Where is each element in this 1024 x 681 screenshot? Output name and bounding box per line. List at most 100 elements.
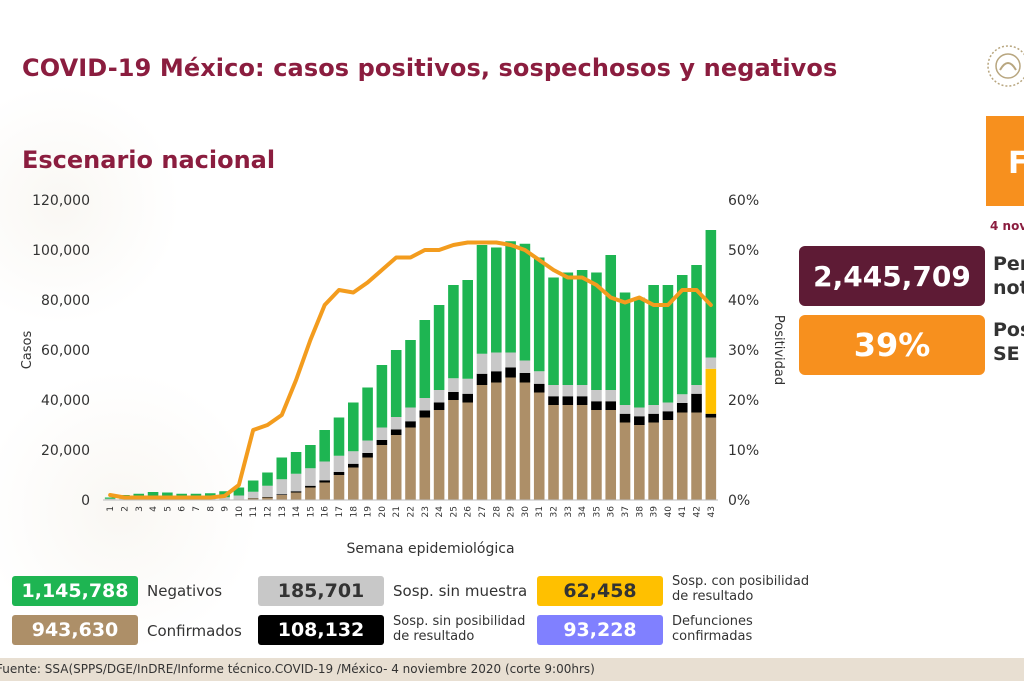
y-tick-label: 60,000 bbox=[41, 343, 90, 359]
x-tick-label: 29 bbox=[507, 506, 517, 518]
bar-segment bbox=[104, 498, 116, 500]
bar-segment bbox=[533, 383, 545, 393]
x-tick-label: 18 bbox=[349, 506, 359, 518]
bar-segment bbox=[376, 365, 388, 428]
page-subtitle: Escenario nacional bbox=[22, 146, 276, 174]
bar-segment bbox=[333, 455, 345, 472]
bar-segment bbox=[548, 396, 559, 405]
y-tick-label: 40,000 bbox=[41, 393, 90, 409]
x-tick-label: 36 bbox=[607, 506, 617, 518]
bar-segment bbox=[619, 405, 631, 414]
x-tick-label: 1 bbox=[106, 506, 116, 512]
bar-segment bbox=[705, 368, 717, 414]
legend-sosp-sin-posibilidad-line2: de resultado bbox=[393, 629, 475, 644]
bar-segment bbox=[405, 427, 416, 500]
bar-segment bbox=[162, 492, 173, 497]
bar-segment bbox=[705, 230, 717, 358]
bar-segment bbox=[319, 461, 330, 481]
bar-segment bbox=[247, 480, 259, 492]
x-tick-label: 16 bbox=[321, 506, 331, 518]
legend-sosp-con-posibilidad-value: 62,458 bbox=[563, 580, 637, 602]
x-tick-label: 43 bbox=[707, 506, 717, 517]
bar-segment bbox=[405, 340, 416, 408]
bar-segment bbox=[233, 487, 245, 496]
bar-segment bbox=[262, 485, 273, 497]
bar-segment bbox=[648, 413, 659, 423]
bar-segment bbox=[576, 396, 588, 405]
bar-segment bbox=[691, 385, 702, 394]
government-seal-icon bbox=[987, 45, 1024, 87]
x-tick-label: 35 bbox=[592, 506, 602, 517]
x-tick-label: 7 bbox=[192, 506, 202, 512]
bar-segment bbox=[533, 257, 545, 372]
bar-segment bbox=[290, 452, 302, 474]
stat-total-box: 2,445,709 bbox=[799, 246, 985, 306]
bar-segment bbox=[562, 396, 574, 405]
x-tick-label: 34 bbox=[578, 506, 588, 518]
bar-segment bbox=[591, 401, 602, 410]
bar-segment bbox=[634, 407, 645, 417]
x-tick-label: 25 bbox=[449, 506, 459, 517]
x-tick-label: 27 bbox=[478, 506, 488, 517]
bar-segment bbox=[519, 360, 531, 373]
legend-sosp-con-posibilidad-label: Sosp. con posibilidad de resultado bbox=[672, 574, 809, 604]
x-tick-label: 4 bbox=[149, 506, 159, 512]
bar-segment bbox=[390, 350, 402, 417]
x-tick-label: 14 bbox=[292, 506, 302, 518]
stat-positivity-label-line1: Pos bbox=[993, 319, 1024, 341]
x-tick-label: 22 bbox=[407, 506, 417, 517]
x-tick-label: 13 bbox=[278, 506, 288, 517]
bar-segment bbox=[662, 402, 674, 412]
bar-segment bbox=[405, 421, 416, 428]
bar-segment bbox=[619, 422, 631, 500]
bar-segment bbox=[691, 393, 702, 413]
bar-segment bbox=[576, 270, 588, 385]
bar-segment bbox=[462, 280, 473, 379]
bar-segment bbox=[476, 245, 488, 354]
bar-segment bbox=[662, 285, 674, 403]
bar-segment bbox=[290, 492, 302, 500]
x-tick-label: 38 bbox=[635, 506, 645, 518]
bar-segment bbox=[333, 417, 345, 456]
x-tick-label: 17 bbox=[335, 506, 345, 517]
y-tick-label: 0 bbox=[81, 493, 90, 509]
bar-segment bbox=[333, 472, 345, 475]
bar-segment bbox=[419, 417, 431, 500]
legend-confirmados-box: 943,630 bbox=[12, 615, 138, 645]
bar-segment bbox=[276, 495, 288, 500]
x-tick-label: 33 bbox=[564, 506, 574, 517]
bar-segment bbox=[491, 382, 502, 500]
bar-segment bbox=[619, 413, 631, 423]
bar-segment bbox=[233, 495, 245, 500]
x-tick-label: 41 bbox=[678, 506, 688, 517]
bar-segment bbox=[319, 480, 330, 483]
bar-segment bbox=[147, 492, 159, 497]
y-axis-title: Casos bbox=[20, 331, 35, 370]
bar-segment bbox=[448, 285, 459, 379]
bar-segment bbox=[491, 371, 502, 383]
y-tick-label: 120,000 bbox=[32, 193, 90, 209]
legend-defunciones-value: 93,228 bbox=[563, 619, 637, 641]
bar-segment bbox=[419, 398, 431, 411]
bar-segment bbox=[519, 243, 531, 361]
bar-segment bbox=[448, 400, 459, 500]
bar-segment bbox=[333, 475, 345, 500]
stat-positivity-box: 39% bbox=[799, 315, 985, 375]
legend-sosp-sin-muestra-box: 185,701 bbox=[258, 576, 384, 606]
bar-segment bbox=[476, 385, 488, 500]
x-tick-label: 30 bbox=[521, 506, 531, 518]
section-tab-letter: F bbox=[1008, 146, 1024, 181]
y-tick-label: 80,000 bbox=[41, 293, 90, 309]
bar-segment bbox=[433, 390, 445, 403]
legend-sosp-sin-posibilidad-box: 108,132 bbox=[258, 615, 384, 645]
y2-tick-label: 40% bbox=[728, 293, 759, 309]
legend-sosp-sin-posibilidad-label: Sosp. sin posibilidad de resultado bbox=[393, 614, 525, 644]
bar-segment bbox=[491, 352, 502, 372]
x-tick-label: 28 bbox=[492, 506, 502, 518]
legend-negativos-value: 1,145,788 bbox=[21, 580, 129, 602]
bar-segment bbox=[648, 422, 659, 500]
bar-segment bbox=[505, 377, 516, 500]
x-tick-label: 40 bbox=[664, 506, 674, 518]
legend-sosp-sin-posibilidad-line1: Sosp. sin posibilidad bbox=[393, 614, 526, 629]
bar-segment bbox=[405, 407, 416, 422]
